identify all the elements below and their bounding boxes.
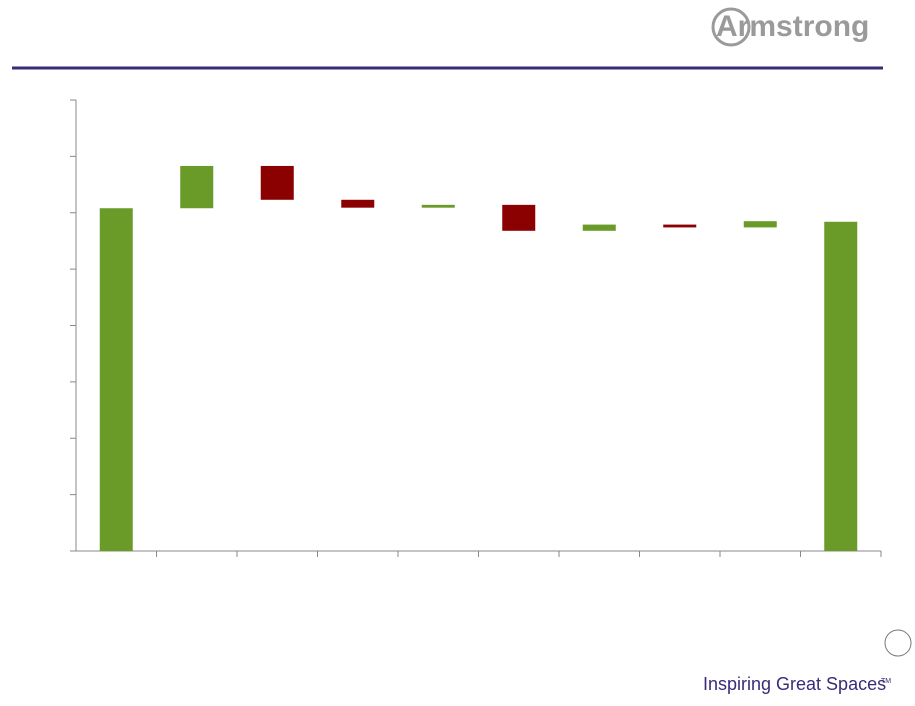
bar — [824, 221, 858, 551]
logo: Armstrong — [711, 7, 869, 47]
bar — [502, 204, 536, 231]
bar — [260, 165, 294, 200]
bar — [582, 224, 616, 231]
trademark: TM — [881, 678, 891, 685]
bar — [99, 208, 133, 552]
logo-text: Armstrong — [716, 10, 869, 43]
bar — [341, 199, 375, 208]
bar — [663, 224, 697, 228]
bar — [743, 221, 777, 228]
logo-ring — [711, 7, 751, 47]
bar — [421, 204, 455, 208]
tagline: Inspiring Great Spaces — [703, 674, 886, 694]
page-number-circle — [884, 629, 912, 657]
bar — [180, 165, 214, 209]
